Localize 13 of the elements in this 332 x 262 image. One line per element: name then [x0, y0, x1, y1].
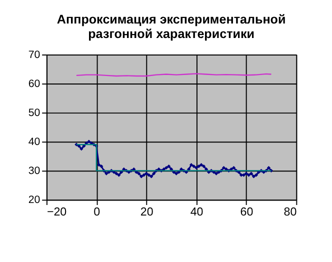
y-tick-label: 20: [28, 194, 40, 206]
x-tick-label: 60: [240, 206, 254, 219]
x-tick-label: 0: [94, 206, 100, 219]
x-tick-label: −20: [46, 206, 67, 219]
chart-title: Аппроксимация экспериментальной разгонной характеристики: [56, 12, 286, 42]
x-tick-label: 40: [190, 206, 204, 219]
y-tick-label: 60: [28, 78, 40, 90]
x-tick-label: 20: [140, 206, 154, 219]
y-tick-label: 30: [28, 165, 40, 178]
x-tick-label: 80: [284, 206, 297, 219]
y-tick-label: 70: [28, 48, 40, 61]
y-tick-label: 50: [28, 106, 40, 119]
y-tick-label: 40: [28, 136, 40, 148]
